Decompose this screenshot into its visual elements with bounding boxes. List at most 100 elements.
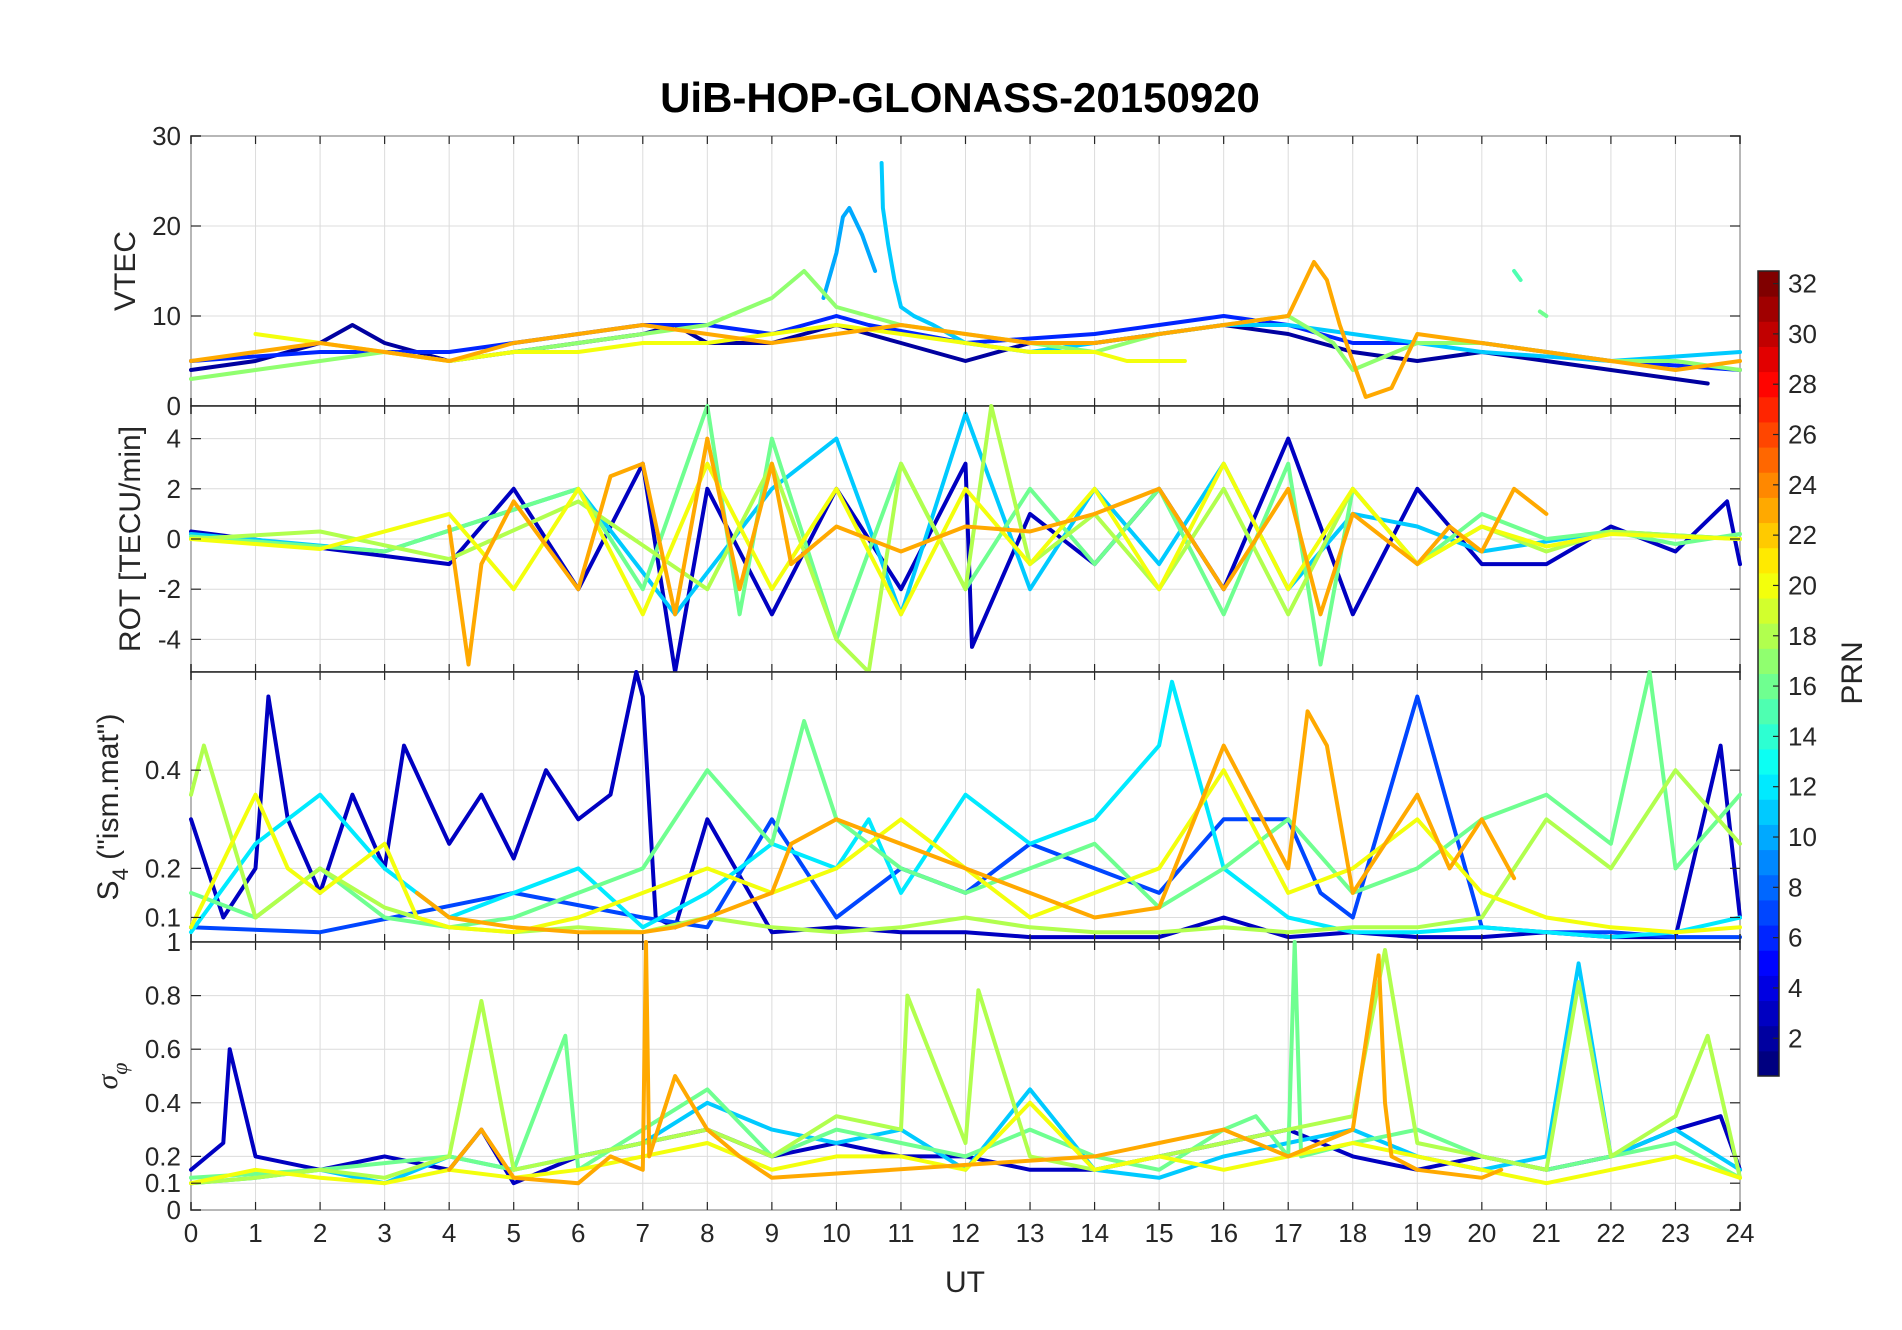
series-prn-10 xyxy=(821,206,878,300)
x-tick-label: 17 xyxy=(1274,1218,1303,1248)
colorbar-segment xyxy=(1758,371,1779,398)
colorbar-segment xyxy=(1758,421,1779,448)
colorbar-segment xyxy=(1758,522,1779,549)
y-tick-label: -4 xyxy=(158,624,181,654)
colorbar-segment xyxy=(1758,547,1779,574)
colorbar-segment xyxy=(1758,799,1779,825)
y-tick-label: 0.1 xyxy=(145,1168,181,1198)
series-prn-2 xyxy=(189,323,1710,386)
series-prn-15 xyxy=(1512,269,1523,282)
x-tick-label: 13 xyxy=(1016,1218,1045,1248)
colorbar-tick-label: 32 xyxy=(1788,269,1817,299)
y-tick-label: 0.4 xyxy=(145,755,181,785)
y-tick-label: -2 xyxy=(158,574,181,604)
y-tick-label: 0 xyxy=(167,391,181,421)
colorbar-segment xyxy=(1758,396,1779,423)
panel-vtec: 0 10 20 30 VTEC xyxy=(109,121,1742,421)
s4-ylabel-main: S xyxy=(92,880,125,900)
y-tick-label: 0.8 xyxy=(145,981,181,1011)
x-axis: 0 1 2 3 4 5 6 7 8 9 10 11 12 13 14 15 16 17 18 19 20 21 22 23 24 xyxy=(184,1218,1755,1248)
colorbar-tick-label: 18 xyxy=(1788,621,1817,651)
x-tick-label: 15 xyxy=(1145,1218,1174,1248)
x-tick-label: 8 xyxy=(700,1218,714,1248)
series-prn-16 xyxy=(1537,309,1549,318)
series-prn-23 xyxy=(447,436,1549,667)
colorbar-frame xyxy=(1757,270,1780,1077)
x-tick-label: 0 xyxy=(184,1218,198,1248)
x-tick-label: 4 xyxy=(442,1218,456,1248)
y-tick-label: 0.2 xyxy=(145,1141,181,1171)
colorbar-segment xyxy=(1758,1050,1779,1077)
series-prn-20 xyxy=(189,461,1742,617)
colorbar-segment xyxy=(1758,472,1779,498)
sigma-ylabel-main: σ xyxy=(91,1073,124,1089)
colorbar-segment xyxy=(1758,824,1779,851)
colorbar-segment xyxy=(1758,748,1779,775)
s4-ylabel-rest: ("ism.mat") xyxy=(92,714,125,869)
colorbar-tick-label: 2 xyxy=(1788,1023,1802,1053)
y-tick-label: 0 xyxy=(167,524,181,554)
y-tick-label: 0 xyxy=(167,1195,181,1225)
colorbar-tick-label: 12 xyxy=(1788,772,1817,802)
x-tick-label: 12 xyxy=(951,1218,980,1248)
series-prn-12 xyxy=(189,679,1742,940)
colorbar-segment xyxy=(1758,296,1779,322)
chart-title: UiB-HOP-GLONASS-20150920 xyxy=(660,74,1260,121)
x-tick-label: 24 xyxy=(1726,1218,1755,1248)
x-tick-label: 22 xyxy=(1596,1218,1625,1248)
colorbar-segment xyxy=(1758,975,1779,1002)
s4-ylabel: S4 ("ism.mat") xyxy=(92,714,133,901)
x-tick-label: 14 xyxy=(1080,1218,1109,1248)
colorbar-tick-label: 4 xyxy=(1788,973,1802,1003)
x-tick-label: 18 xyxy=(1338,1218,1367,1248)
colorbar-segment xyxy=(1758,723,1779,750)
y-tick-label: 0.2 xyxy=(145,853,181,883)
series-prn-23 xyxy=(447,940,1504,1186)
colorbar-label: PRN xyxy=(1836,641,1869,704)
y-tick-label: 4 xyxy=(167,424,181,454)
colorbar-tick-label: 8 xyxy=(1788,872,1802,902)
y-tick-label: 2 xyxy=(167,474,181,504)
colorbar-segment xyxy=(1758,774,1779,800)
colorbar-segment xyxy=(1758,572,1779,599)
panel-sigma-phi: 00.10.2 0.4 0.6 0.8 1 σφ xyxy=(91,927,1742,1225)
colorbar-segment xyxy=(1758,623,1779,649)
colorbar-tick-label: 28 xyxy=(1788,369,1817,399)
x-tick-label: 20 xyxy=(1467,1218,1496,1248)
series-prn-18 xyxy=(189,743,1742,935)
x-tick-label: 2 xyxy=(313,1218,327,1248)
colorbar-segment xyxy=(1758,271,1779,297)
colorbar-segment xyxy=(1758,598,1779,624)
s4-ylabel-sub: 4 xyxy=(108,868,133,880)
rot-ylabel: ROT [TECU/min] xyxy=(114,426,147,652)
y-tick-label: 0.4 xyxy=(145,1088,181,1118)
series-prn-16 xyxy=(189,404,1742,667)
colorbar-segment xyxy=(1758,321,1779,347)
x-tick-label: 7 xyxy=(636,1218,650,1248)
colorbar-segment xyxy=(1758,1025,1779,1052)
y-tick-label: 20 xyxy=(152,211,181,241)
series-prn-16 xyxy=(189,670,1742,930)
colorbar-segment xyxy=(1758,447,1779,473)
series-prn-20 xyxy=(189,768,1742,935)
series-prn-23 xyxy=(189,260,1742,399)
y-tick-label: 1 xyxy=(167,927,181,957)
colorbar-segment xyxy=(1758,497,1779,524)
colorbar-segment xyxy=(1758,899,1779,926)
colorbar-segment xyxy=(1758,925,1779,951)
x-tick-label: 9 xyxy=(765,1218,779,1248)
x-tick-label: 23 xyxy=(1661,1218,1690,1248)
y-tick-label: 10 xyxy=(152,301,181,331)
colorbar-segment xyxy=(1758,849,1779,876)
colorbar-segment xyxy=(1758,950,1779,976)
colorbar-tick-label: 26 xyxy=(1788,420,1817,450)
vtec-ylabel: VTEC xyxy=(109,231,142,311)
x-axis-label: UT xyxy=(945,1266,985,1299)
colorbar-segment xyxy=(1758,874,1779,901)
colorbar-segment xyxy=(1758,698,1779,725)
sigma-ylabel: σφ xyxy=(91,1063,132,1090)
colorbar-tick-label: 14 xyxy=(1788,721,1817,751)
colorbar-tick-label: 30 xyxy=(1788,319,1817,349)
